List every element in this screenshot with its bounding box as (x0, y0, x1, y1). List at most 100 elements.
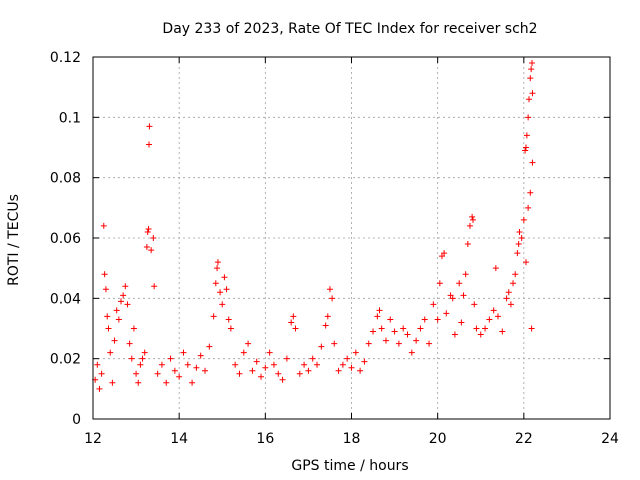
data-point (434, 316, 441, 323)
data-point (189, 379, 196, 386)
data-point (314, 361, 321, 368)
data-point (466, 222, 473, 229)
data-point (214, 259, 221, 266)
data-point (378, 325, 385, 332)
y-tick-label: 0.08 (50, 171, 81, 187)
data-point (171, 367, 178, 374)
data-point (146, 123, 153, 130)
data-point (217, 289, 224, 296)
data-point (408, 349, 415, 356)
data-points (92, 60, 536, 392)
data-point (144, 228, 151, 235)
y-tick-label: 0 (72, 412, 81, 428)
data-point (404, 331, 411, 338)
data-point (100, 222, 107, 229)
data-point (249, 367, 256, 374)
data-point (124, 301, 131, 308)
data-point (275, 370, 282, 377)
data-point (520, 216, 527, 223)
data-point (206, 343, 213, 350)
data-point (490, 307, 497, 314)
data-point (115, 316, 122, 323)
data-point (221, 274, 228, 281)
data-point (528, 66, 535, 73)
data-point (219, 301, 226, 308)
data-point (148, 247, 155, 254)
data-point (426, 340, 433, 347)
data-point (507, 301, 514, 308)
data-point (193, 364, 200, 371)
data-point (525, 114, 532, 121)
data-point (413, 337, 420, 344)
data-point (104, 313, 111, 320)
data-point (417, 325, 424, 332)
data-point (471, 301, 478, 308)
data-point (528, 325, 535, 332)
data-point (464, 241, 471, 248)
data-point (245, 340, 252, 347)
y-tick-label: 0.12 (50, 50, 81, 66)
data-point (339, 361, 346, 368)
data-point (473, 325, 480, 332)
data-point (395, 340, 402, 347)
data-point (279, 376, 286, 383)
data-point (107, 349, 114, 356)
data-point (283, 355, 290, 362)
data-point (438, 253, 445, 260)
data-point (361, 358, 368, 365)
x-tick-label: 16 (256, 431, 274, 447)
data-point (305, 367, 312, 374)
data-point (197, 352, 204, 359)
data-point (318, 343, 325, 350)
data-point (184, 361, 191, 368)
data-point (113, 307, 120, 314)
data-point (139, 355, 146, 362)
data-point (128, 355, 135, 362)
data-point (150, 235, 157, 241)
data-point (527, 189, 534, 196)
data-point (365, 340, 372, 347)
data-point (180, 349, 187, 356)
data-point (120, 292, 127, 299)
data-point (290, 313, 297, 320)
data-point (477, 331, 484, 338)
y-tick-label: 0.1 (59, 110, 81, 126)
data-point (458, 319, 465, 326)
data-point (529, 90, 536, 97)
data-point (322, 322, 329, 329)
data-point (527, 75, 534, 82)
data-point (270, 361, 277, 368)
data-point (223, 286, 230, 293)
data-point (324, 313, 331, 320)
data-point (135, 379, 142, 386)
data-point (510, 280, 517, 287)
y-tick-label: 0.02 (50, 352, 81, 368)
data-point (96, 385, 103, 392)
data-point (505, 289, 512, 296)
data-point (309, 355, 316, 362)
y-tick-label: 0.06 (50, 231, 81, 247)
data-point (102, 286, 109, 293)
data-point (400, 325, 407, 332)
data-point (456, 280, 463, 287)
data-point (482, 325, 489, 332)
x-tick-label: 18 (343, 431, 361, 447)
data-point (253, 358, 260, 365)
data-point (523, 132, 530, 139)
data-point (266, 349, 273, 356)
data-point (525, 204, 532, 211)
data-point (512, 271, 519, 278)
data-point (98, 370, 105, 377)
data-point (212, 280, 219, 287)
data-point (167, 355, 174, 362)
data-point (522, 144, 529, 151)
x-tick-label: 14 (170, 431, 188, 447)
chart-title: Day 233 of 2023, Rate Of TEC Index for r… (162, 21, 537, 37)
data-point (492, 265, 499, 272)
data-point (348, 364, 355, 371)
data-point (376, 307, 383, 314)
data-point (344, 355, 351, 362)
data-point (94, 361, 101, 368)
data-point (522, 147, 529, 154)
x-tick-label: 22 (515, 431, 533, 447)
